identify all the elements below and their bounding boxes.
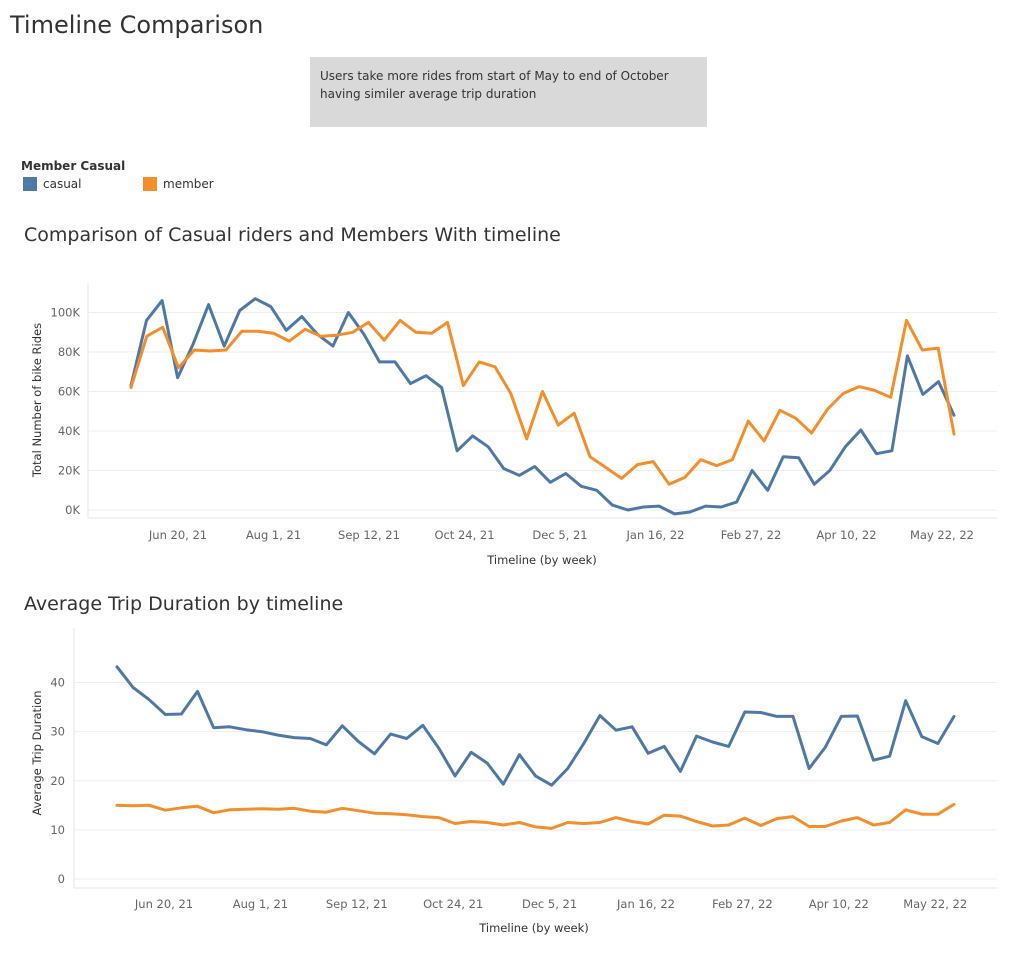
x-tick-label: Apr 10, 22 <box>816 528 876 542</box>
x-tick-label: Aug 1, 21 <box>233 897 288 911</box>
y-tick-label: 30 <box>50 725 65 739</box>
annotation-note: Users take more rides from start of May … <box>310 57 707 127</box>
series-line-casual[interactable] <box>129 297 956 516</box>
x-tick-label: Feb 27, 22 <box>721 528 782 542</box>
y-tick-label: 60K <box>58 385 81 399</box>
x-tick-label: Feb 27, 22 <box>712 897 773 911</box>
x-tick-label: Jun 20, 21 <box>148 528 207 542</box>
x-tick-label: Dec 5, 21 <box>522 897 577 911</box>
y-axis-title: Average Trip Duration <box>30 690 44 815</box>
y-tick-label: 20 <box>50 774 65 788</box>
legend-swatch-casual <box>23 177 37 191</box>
y-tick-label: 40K <box>58 424 81 438</box>
duration-line-chart[interactable]: 0 10 20 30 40 Jun 20, 21 Aug 1, 21 Sep 12, 21 Oc… <box>0 620 1015 940</box>
legend-swatch-member <box>143 177 157 191</box>
y-tick-label: 0K <box>65 503 80 517</box>
x-tick-label: Aug 1, 21 <box>246 528 301 542</box>
x-tick-label: May 22, 22 <box>903 897 967 911</box>
x-tick-label: Oct 24, 21 <box>423 897 483 911</box>
x-tick-label: Jun 20, 21 <box>134 897 193 911</box>
x-tick-label: Jan 16, 22 <box>616 897 675 911</box>
y-tick-label: 20K <box>58 464 81 478</box>
y-tick-label: 10 <box>50 823 65 837</box>
series-line-casual[interactable] <box>115 665 956 787</box>
y-tick-label: 40 <box>50 676 65 690</box>
x-tick-label: Sep 12, 21 <box>326 897 388 911</box>
x-tick-label: Dec 5, 21 <box>532 528 587 542</box>
x-axis-title: Timeline (by week) <box>478 921 589 935</box>
y-tick-label: 100K <box>51 306 81 320</box>
chart-title-rides: Comparison of Casual riders and Members … <box>24 224 561 246</box>
y-axis-title: Total Number of bike Rides <box>30 323 44 478</box>
series-line-member[interactable] <box>115 802 956 830</box>
legend-item-casual[interactable]: casual <box>23 177 82 191</box>
y-tick-label: 0 <box>58 872 65 886</box>
x-axis-title: Timeline (by week) <box>486 553 597 567</box>
legend-title: Member Casual <box>21 159 126 173</box>
y-tick-label: 80K <box>58 345 81 359</box>
page-title: Timeline Comparison <box>10 11 264 39</box>
x-tick-label: Apr 10, 22 <box>809 897 869 911</box>
x-tick-label: Jan 16, 22 <box>626 528 685 542</box>
legend-item-member[interactable]: member <box>143 177 214 191</box>
legend[interactable]: Member Casual casual member <box>21 159 214 191</box>
x-tick-label: Sep 12, 21 <box>338 528 400 542</box>
x-tick-label: May 22, 22 <box>910 528 974 542</box>
rides-line-chart[interactable]: 0K 20K 40K 60K 80K 100K Jun 20, 21 Aug 1, 21 Sep… <box>0 270 1015 575</box>
x-tick-label: Oct 24, 21 <box>434 528 494 542</box>
series-line-member[interactable] <box>129 318 956 486</box>
legend-label-casual: casual <box>43 177 82 191</box>
chart-title-duration: Average Trip Duration by timeline <box>24 593 344 615</box>
legend-label-member: member <box>163 177 214 191</box>
